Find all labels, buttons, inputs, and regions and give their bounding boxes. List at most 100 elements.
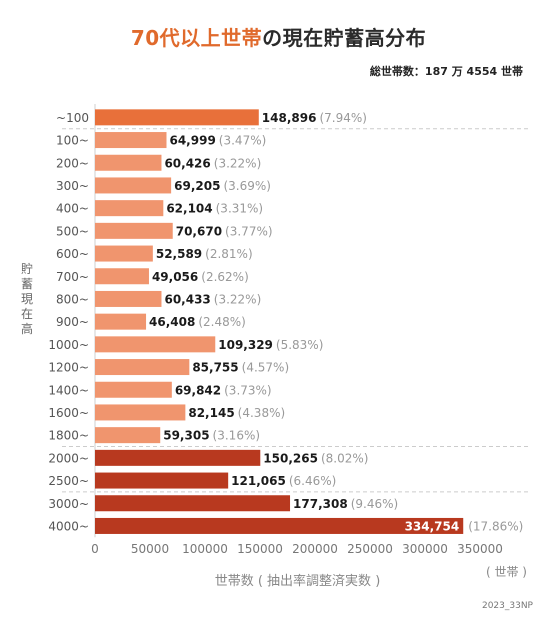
chart-title-highlight: 70代以上世帯: [130, 26, 263, 50]
bar-value-label: 177,308: [293, 497, 348, 511]
bar-value-label: 69,205: [174, 179, 220, 193]
bar-value-label: 59,305: [163, 429, 209, 443]
bar-value-label: 69,842: [175, 383, 221, 397]
x-tick-label: 250000: [347, 542, 393, 556]
bar: [95, 177, 172, 194]
bar-percent-label: (5.83%): [276, 338, 323, 352]
bar-value-label: 109,329: [218, 338, 273, 352]
bar-value-label: 70,670: [176, 224, 222, 238]
bar-percent-label: (2.81%): [205, 247, 252, 261]
bar-percent-label: (17.86%): [468, 519, 523, 533]
bar: [95, 427, 161, 444]
bar-data-label: 334,754: [405, 519, 460, 533]
chart-title-rest: の現在貯蓄高分布: [262, 26, 427, 50]
bar: [95, 109, 259, 126]
x-axis-title: 世帯数 ( 抽出率調整済実数 ): [214, 574, 381, 589]
y-axis-label: 貯 蓄 現 在 高: [18, 262, 36, 337]
category-tick-label: 400~: [56, 202, 89, 216]
bar: [95, 290, 162, 307]
category-tick-label: 3000~: [48, 497, 89, 511]
bar-percent-label: (3.31%): [216, 202, 263, 216]
category-tick-label: 1000~: [48, 338, 89, 352]
bar-value-label: 85,755: [192, 361, 238, 375]
category-tick-label: 500~: [56, 224, 89, 238]
bar: [95, 245, 153, 262]
category-tick-label: 4000~: [48, 519, 89, 533]
bar-data-label: 69,205 (3.69%): [174, 179, 271, 193]
bar-data-label: 70,670 (3.77%): [176, 224, 273, 238]
bar-value-label: 52,589: [156, 247, 202, 261]
bar: [95, 268, 149, 285]
bar: [95, 313, 147, 330]
bar-percent-label: (2.62%): [201, 270, 248, 284]
bar-data-label: 62,104 (3.31%): [166, 202, 263, 216]
y-axis-label-char: 貯: [20, 262, 33, 276]
category-tick-label: 700~: [56, 270, 89, 284]
bar-data-label: 64,999 (3.47%): [169, 134, 266, 148]
bar-value-label: 334,754: [405, 519, 460, 533]
bar-percent-label: (4.38%): [238, 406, 285, 420]
category-tick-label: 300~: [56, 179, 89, 193]
bar-data-label: 85,755 (4.57%): [192, 361, 289, 375]
bar: [95, 222, 173, 239]
x-tick-label: 350000: [457, 542, 503, 556]
bar-percent-label: (7.94%): [319, 111, 366, 125]
y-axis-label-char: 蓄: [20, 277, 33, 291]
bar-value-label: 62,104: [166, 202, 212, 216]
x-tick-label: 0: [91, 542, 99, 556]
bar-value-label: 64,999: [169, 134, 215, 148]
x-tick-label: 200000: [292, 542, 338, 556]
category-tick-label: 1600~: [48, 406, 89, 420]
bar-percent-label: (3.22%): [214, 292, 261, 306]
y-axis-label-char: 高: [20, 322, 33, 336]
source-note: 2023_33NP: [481, 601, 533, 611]
x-tick-label: 300000: [402, 542, 448, 556]
category-tick-label: ~100: [56, 111, 89, 125]
bar: [95, 154, 162, 171]
bar: [95, 404, 186, 421]
bar-data-label: 82,145 (4.38%): [188, 406, 285, 420]
bar-value-label: 60,433: [164, 292, 210, 306]
bar: [95, 449, 261, 466]
bar-data-label: 148,896 (7.94%): [262, 111, 367, 125]
category-tick-label: 900~: [56, 315, 89, 329]
bar-percent-label: (9.46%): [351, 497, 398, 511]
bar-data-label: 49,056 (2.62%): [152, 270, 249, 284]
bar-percent-label: (3.22%): [214, 156, 261, 170]
bar-data-label: 177,308 (9.46%): [293, 497, 398, 511]
category-tick-label: 600~: [56, 247, 89, 261]
bar: [95, 381, 172, 398]
category-tick-label: 2500~: [48, 474, 89, 488]
category-tick-label: 1800~: [48, 429, 89, 443]
bar-data-label: 121,065 (6.46%): [231, 474, 336, 488]
bar-percent-label: (3.47%): [219, 134, 266, 148]
bar-percent-label: (3.69%): [223, 179, 270, 193]
bar: [95, 132, 167, 149]
chart-title: 70代以上世帯の現在貯蓄高分布: [0, 22, 557, 51]
x-axis-unit: ( 世帯 ): [486, 565, 527, 579]
bar-value-label: 148,896: [262, 111, 317, 125]
bar: [95, 495, 291, 512]
bar-value-label: 60,426: [164, 156, 210, 170]
bar-data-label: 60,426 (3.22%): [164, 156, 261, 170]
bar-data-label: 150,265 (8.02%): [263, 451, 368, 465]
bar: [95, 472, 229, 489]
category-tick-label: 200~: [56, 156, 89, 170]
bar: [95, 336, 216, 353]
total-households-label: 総世帯数：187 万 4554 世帯: [369, 65, 523, 78]
y-axis-label-char: 在: [20, 307, 33, 321]
bar-data-label: 60,433 (3.22%): [164, 292, 261, 306]
bar-data-label: 46,408 (2.48%): [149, 315, 246, 329]
bar-percent-label: (8.02%): [321, 451, 368, 465]
category-tick-label: 100~: [56, 134, 89, 148]
bar-value-label: 150,265: [263, 451, 318, 465]
category-tick-label: 1200~: [48, 361, 89, 375]
bar-percent-label: (3.16%): [213, 429, 260, 443]
bar-data-label: 109,329 (5.83%): [218, 338, 323, 352]
bar-value-label: 46,408: [149, 315, 195, 329]
bar: [95, 200, 164, 217]
bar-percent-label: (3.77%): [225, 224, 272, 238]
x-tick-label: 50000: [131, 542, 169, 556]
bar-data-label: 52,589 (2.81%): [156, 247, 253, 261]
bar-data-label: 69,842 (3.73%): [175, 383, 272, 397]
